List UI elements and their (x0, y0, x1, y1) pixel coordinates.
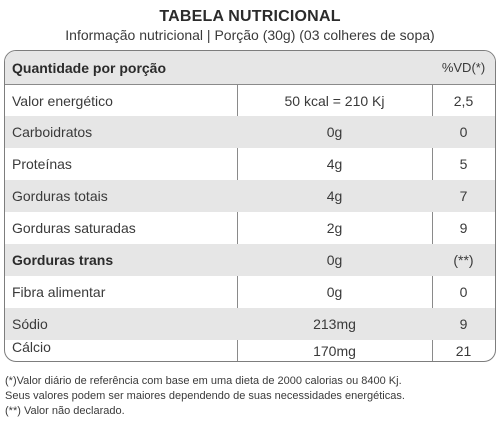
table-row: Proteínas 4g 5 (5, 148, 495, 180)
nutrient-vd: 21 (455, 343, 472, 359)
nutrient-amount: 50 kcal = 210 Kj (284, 92, 385, 109)
nutrient-amount: 2g (326, 220, 343, 236)
nutrient-vd: 0 (459, 124, 468, 140)
table-title: TABELA NUTRICIONAL (159, 8, 341, 25)
table-row: Carboidratos 0g 0 (5, 116, 495, 148)
nutrient-name: Gorduras trans (12, 252, 114, 268)
nutrient-name: Fibra alimentar (12, 284, 106, 300)
nutrient-amount: 170mg (313, 343, 356, 359)
footnote: (*)Valor diário de referência com base e… (5, 375, 402, 387)
nutrient-amount: 4g (326, 156, 343, 172)
table-row: Valor energético 50 kcal = 210 Kj 2,5 (5, 84, 495, 116)
nutrient-vd: 5 (459, 156, 468, 172)
footnotes: (*)Valor diário de referência com base e… (5, 374, 495, 419)
column-divider (432, 84, 433, 361)
column-divider (237, 84, 238, 361)
nutrient-vd: 0 (459, 284, 468, 300)
nutrient-vd: 9 (459, 316, 468, 332)
table-row: Cálcio 170mg 21 (5, 339, 495, 361)
nutrient-name: Gorduras saturadas (12, 220, 136, 236)
nutrient-amount: 0g (326, 124, 343, 140)
table-row: Gorduras totais 4g 7 (5, 180, 495, 212)
nutrient-vd: (**) (453, 252, 474, 268)
nutrient-amount: 0g (326, 252, 343, 268)
table-row: Gorduras trans 0g (**) (5, 244, 495, 276)
nutrient-name: Carboidratos (12, 124, 93, 140)
nutrient-vd: 9 (459, 220, 468, 236)
nutrient-name: Proteínas (12, 156, 72, 172)
nutrient-name: Sódio (12, 316, 48, 332)
nutrient-vd: 2,5 (453, 92, 474, 109)
header-quantity-label: Quantidade por porção (12, 59, 167, 76)
nutrition-table: Quantidade por porção %VD(*) Valor energ… (4, 50, 496, 362)
table-row: Gorduras saturadas 2g 9 (5, 212, 495, 244)
footnote: (**) Valor não declarado. (5, 405, 125, 417)
table-header-row: Quantidade por porção %VD(*) (5, 51, 495, 84)
nutrient-name: Valor energético (12, 92, 113, 109)
serving-info: Informação nutricional | Porção (30g) (0… (65, 27, 435, 43)
nutrient-vd: 7 (459, 188, 468, 204)
nutrient-name: Cálcio (12, 339, 51, 355)
nutrient-name: Gorduras totais (12, 188, 108, 204)
nutrient-amount: 4g (326, 188, 343, 204)
nutrient-amount: 0g (326, 284, 343, 300)
header-vd-label: %VD(*) (441, 60, 486, 75)
footnote: Seus valores podem ser maiores dependend… (5, 390, 405, 402)
table-row: Fibra alimentar 0g 0 (5, 276, 495, 308)
nutrient-amount: 213mg (313, 316, 356, 332)
table-row: Sódio 213mg 9 (5, 308, 495, 340)
